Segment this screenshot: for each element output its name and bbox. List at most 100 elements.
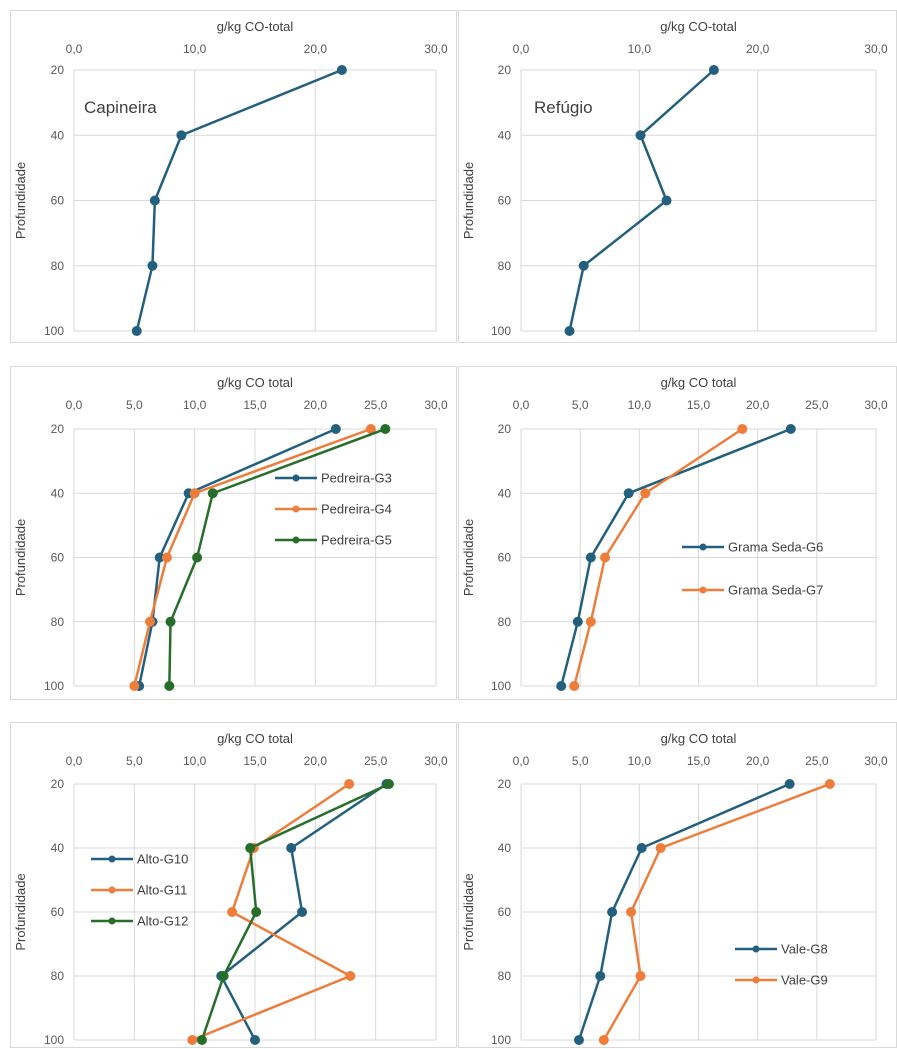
data-point (190, 488, 200, 498)
y-tick-label: 60 (498, 905, 512, 919)
data-point (786, 424, 796, 434)
x-tick-label: 20,0 (304, 398, 328, 412)
x-tick-label: 10,0 (183, 42, 207, 56)
data-point (227, 907, 237, 917)
x-tick-label: 30,0 (424, 42, 448, 56)
chart-panel-1: g/kg CO-total 0,0 10,0 20,0 30,0 20 40 60 80 100 P… (10, 10, 457, 343)
legend-label: Alto-G12 (137, 914, 188, 929)
x-tick-label: 25,0 (364, 754, 388, 768)
x-tick-label: 15,0 (243, 754, 267, 768)
chart-panel-5: g/kg CO total 0,0 5,0 10,0 15,0 20,0 25,0 30,0 2… (10, 722, 457, 1048)
chart-svg: g/kg CO total 0,0 5,0 10,0 15,0 20,0 25,0 30,0 2… (11, 367, 458, 701)
data-point (286, 843, 296, 853)
data-point (586, 553, 596, 563)
y-tick-label: 80 (498, 259, 512, 273)
data-point (636, 971, 646, 981)
data-point (556, 681, 566, 691)
legend-marker (109, 856, 116, 863)
data-point (150, 196, 160, 206)
x-tick-label: 30,0 (424, 754, 448, 768)
x-tick-label: 5,0 (126, 754, 143, 768)
chart-svg: g/kg CO total 0,0 5,0 10,0 15,0 20,0 25,0 30,0 2… (11, 723, 458, 1049)
data-point (586, 617, 596, 627)
legend-label: Grama Seda-G7 (728, 583, 823, 598)
y-tick-label: 100 (491, 679, 511, 693)
data-point (297, 907, 307, 917)
y-tick-label: 40 (51, 841, 65, 855)
x-tick-label: 20,0 (746, 398, 770, 412)
data-point (331, 424, 341, 434)
data-point (662, 196, 672, 206)
x-tick-label: 10,0 (628, 42, 652, 56)
x-tick-label: 15,0 (687, 754, 711, 768)
chart-panel-2: g/kg CO-total 0,0 10,0 20,0 30,0 20 40 60 80 100 P… (458, 10, 897, 343)
legend-label: Vale-G9 (781, 973, 828, 988)
y-tick-label: 100 (44, 1033, 64, 1047)
data-point (132, 326, 142, 336)
x-tick-label: 30,0 (864, 398, 888, 412)
y-tick-label: 100 (44, 324, 64, 338)
x-tick-label: 25,0 (364, 398, 388, 412)
legend-label: Pedreira-G4 (321, 502, 392, 517)
x-tick-label: 10,0 (628, 754, 652, 768)
legend-label: Grama Seda-G6 (728, 540, 823, 555)
chart-title: g/kg CO-total (660, 19, 737, 34)
data-point (565, 326, 575, 336)
y-tick-label: 100 (44, 679, 64, 693)
legend-marker (109, 918, 116, 925)
x-tick-label: 0,0 (513, 754, 530, 768)
y-axis-label: Profundidade (13, 873, 28, 950)
x-tick-label: 30,0 (864, 754, 888, 768)
x-tick-label: 0,0 (66, 754, 83, 768)
data-point (573, 617, 583, 627)
data-point (192, 553, 202, 563)
data-point (129, 681, 139, 691)
legend-label: Pedreira-G5 (321, 533, 392, 548)
x-tick-label: 20,0 (304, 754, 328, 768)
chart-title: g/kg CO total (661, 375, 737, 390)
y-tick-label: 60 (498, 194, 512, 208)
y-tick-label: 80 (498, 969, 512, 983)
data-point (147, 261, 157, 271)
data-point (737, 424, 747, 434)
legend-marker (700, 544, 707, 551)
data-point (600, 553, 610, 563)
x-tick-label: 15,0 (687, 398, 711, 412)
chart-title: g/kg CO total (217, 731, 293, 746)
chart-svg: g/kg CO total 0,0 5,0 10,0 15,0 20,0 25,0 30,0 2… (459, 367, 897, 701)
data-point (337, 65, 347, 75)
y-tick-label: 60 (51, 905, 65, 919)
data-point (595, 971, 605, 981)
data-point (636, 130, 646, 140)
legend-label: Alto-G10 (137, 852, 188, 867)
chart-title: g/kg CO total (661, 731, 737, 746)
data-point (785, 779, 795, 789)
x-tick-label: 10,0 (183, 754, 207, 768)
x-tick-label: 20,0 (304, 42, 328, 56)
y-tick-label: 20 (498, 422, 512, 436)
chart-panel-3: g/kg CO total 0,0 5,0 10,0 15,0 20,0 25,0 30,0 2… (10, 366, 457, 700)
chart-svg: g/kg CO-total 0,0 10,0 20,0 30,0 20 40 60 80 100 P… (11, 11, 458, 344)
data-point (825, 779, 835, 789)
chart-title: g/kg CO-total (217, 19, 294, 34)
chart-annotation: Capineira (84, 98, 157, 117)
data-point (251, 907, 261, 917)
x-tick-label: 30,0 (864, 42, 888, 56)
data-point (219, 971, 229, 981)
y-tick-label: 80 (51, 259, 65, 273)
y-tick-label: 80 (51, 615, 65, 629)
data-point (345, 971, 355, 981)
y-tick-label: 80 (51, 969, 65, 983)
y-axis-label: Profundidade (13, 162, 28, 239)
y-axis-label: Profundidade (461, 873, 476, 950)
legend-label: Alto-G11 (137, 883, 187, 898)
data-point (187, 1035, 197, 1045)
data-point (164, 681, 174, 691)
legend-marker (753, 946, 760, 953)
x-tick-label: 25,0 (805, 754, 829, 768)
data-point (162, 553, 172, 563)
y-tick-label: 60 (51, 194, 65, 208)
data-point (640, 488, 650, 498)
x-tick-label: 0,0 (66, 398, 83, 412)
y-tick-label: 40 (51, 128, 65, 142)
